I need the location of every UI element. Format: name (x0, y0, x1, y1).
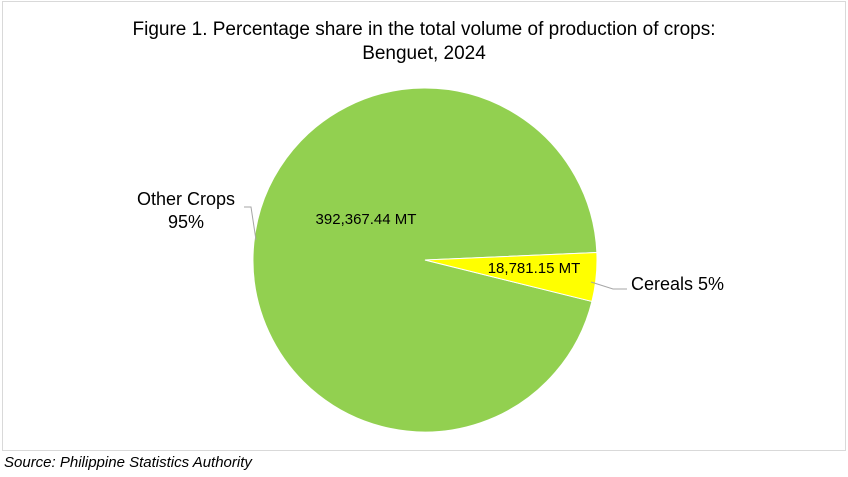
slice-other-crops (252, 87, 598, 433)
slice-cereals (424, 251, 598, 303)
chart-title: Figure 1. Percentage share in the total … (0, 18, 848, 66)
leader-line-other-crops (244, 206, 257, 241)
chart-title-line2: Benguet, 2024 (362, 43, 486, 64)
category-label-other-crops-name: Other Crops (137, 189, 235, 209)
category-label-other-crops-percent: 95% (168, 212, 204, 232)
chart-title-line1: Figure 1. Percentage share in the total … (132, 19, 716, 40)
source-note: Source: Philippine Statistics Authority (4, 454, 252, 471)
leader-line-cereals (590, 281, 627, 290)
category-label-cereals: Cereals 5% (631, 274, 724, 294)
data-label-cereals: 18,781.15 MT (488, 260, 581, 277)
data-label-other-crops: 392,367.44 MT (316, 211, 417, 228)
